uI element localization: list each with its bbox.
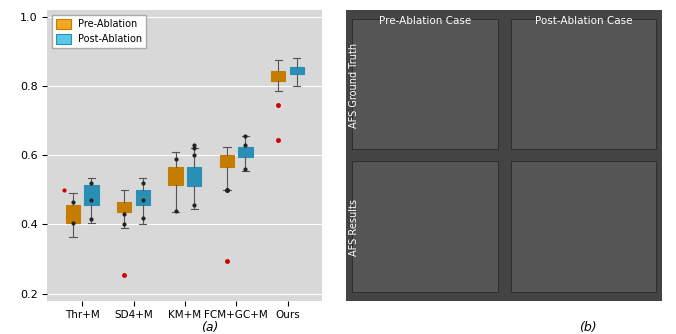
Text: AFS Results: AFS Results bbox=[349, 199, 359, 257]
Text: AFS Ground Truth: AFS Ground Truth bbox=[349, 43, 359, 128]
PathPatch shape bbox=[220, 155, 234, 167]
PathPatch shape bbox=[187, 167, 201, 186]
Text: (a): (a) bbox=[201, 321, 218, 334]
PathPatch shape bbox=[117, 202, 132, 212]
PathPatch shape bbox=[289, 67, 304, 74]
Text: Pre-Ablation Case: Pre-Ablation Case bbox=[379, 16, 471, 26]
Text: Post-Ablation Case: Post-Ablation Case bbox=[535, 16, 632, 26]
Text: (b): (b) bbox=[579, 321, 597, 334]
PathPatch shape bbox=[84, 185, 99, 205]
PathPatch shape bbox=[66, 205, 80, 223]
PathPatch shape bbox=[168, 167, 183, 185]
FancyBboxPatch shape bbox=[352, 19, 498, 150]
PathPatch shape bbox=[238, 147, 253, 157]
FancyBboxPatch shape bbox=[352, 161, 498, 292]
PathPatch shape bbox=[271, 70, 285, 81]
PathPatch shape bbox=[136, 190, 150, 205]
Legend: Pre-Ablation, Post-Ablation: Pre-Ablation, Post-Ablation bbox=[52, 15, 147, 48]
FancyBboxPatch shape bbox=[510, 19, 656, 150]
FancyBboxPatch shape bbox=[510, 161, 656, 292]
